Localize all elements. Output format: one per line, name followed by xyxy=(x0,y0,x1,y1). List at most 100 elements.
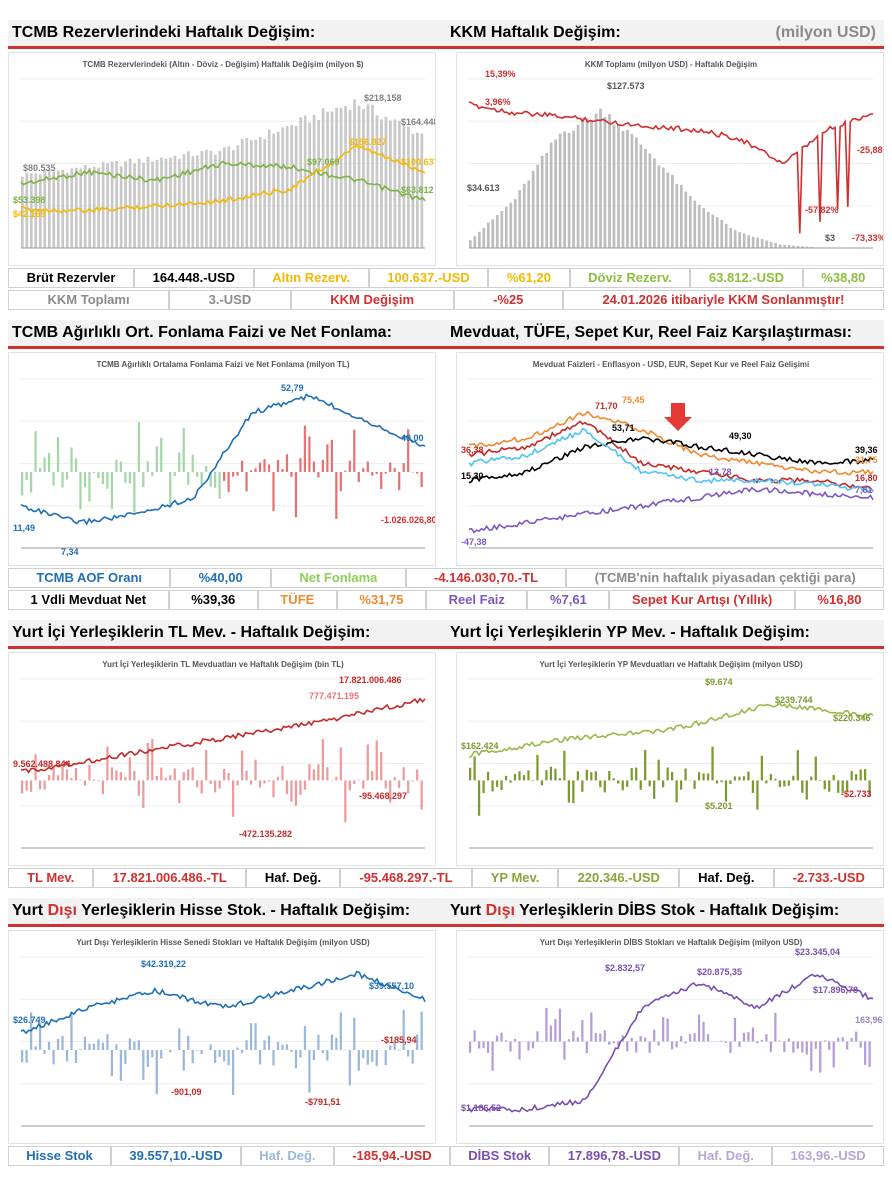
chart-annotation: $34.613 xyxy=(467,183,500,193)
bar xyxy=(312,1049,316,1061)
bar xyxy=(339,747,342,781)
bar xyxy=(751,236,755,248)
bar xyxy=(796,1041,799,1049)
bar xyxy=(128,158,132,248)
bar xyxy=(864,769,867,781)
bar xyxy=(371,771,374,781)
bar xyxy=(859,769,862,781)
bar xyxy=(128,757,131,781)
bar xyxy=(335,776,338,781)
bar xyxy=(715,780,719,784)
bar xyxy=(657,165,661,248)
bar xyxy=(128,1038,131,1050)
bar xyxy=(92,471,96,473)
bar xyxy=(74,458,78,472)
chart-line xyxy=(20,697,426,774)
summary-cell: %40,00 xyxy=(170,568,272,588)
summary-cell: Hisse Stok xyxy=(8,1146,112,1166)
bar xyxy=(209,150,213,248)
chart-annotation: $5.201 xyxy=(705,801,733,811)
heading-text: TCMB Rezervlerindeki Haftalık Değişim: xyxy=(12,24,316,41)
bar xyxy=(258,1049,262,1065)
bar xyxy=(25,172,29,248)
bar xyxy=(491,1041,494,1071)
bar xyxy=(335,107,338,249)
chart-image: Yurt Dışı Yerleşiklerin DİBS Stokları ve… xyxy=(456,930,884,1144)
bar xyxy=(504,206,508,248)
bar xyxy=(477,780,481,816)
bar xyxy=(155,446,158,472)
bar xyxy=(855,774,858,781)
bar xyxy=(101,471,105,485)
bar xyxy=(787,245,791,248)
bar xyxy=(402,1009,405,1050)
bar xyxy=(688,1034,692,1042)
panel-heading: TCMB Rezervlerindeki Haftalık Değişim: xyxy=(8,24,446,42)
bar xyxy=(142,780,145,808)
bar xyxy=(626,129,629,248)
bar xyxy=(518,771,521,781)
bar xyxy=(706,212,710,248)
bar xyxy=(850,770,853,781)
bar xyxy=(249,1023,253,1050)
chart-annotation: 3,96% xyxy=(485,97,511,107)
bar xyxy=(626,1041,629,1052)
summary-row: TL Mev. 17.821.006.486.-TL Haf. Değ. -95.46… xyxy=(8,868,884,888)
bar xyxy=(608,1041,611,1045)
bar xyxy=(56,437,60,472)
chart-annotation: -47,38 xyxy=(461,537,487,547)
bar xyxy=(290,471,293,477)
chart-annotation: $164.448 xyxy=(401,117,436,127)
bar xyxy=(227,471,230,493)
bar xyxy=(626,780,629,787)
bar xyxy=(653,1029,656,1042)
bar xyxy=(47,775,51,781)
bar xyxy=(855,1031,858,1042)
charts: Yurt İçi Yerleşiklerin TL Mevduatları ve… xyxy=(8,652,884,866)
summary-cell: -%25 xyxy=(453,290,563,310)
bar xyxy=(594,113,598,248)
heading-text: Yurt xyxy=(12,902,48,919)
bar xyxy=(576,124,580,248)
bar xyxy=(558,1008,562,1042)
bar xyxy=(729,780,732,785)
bar xyxy=(662,167,665,248)
bar xyxy=(200,1049,203,1055)
summary-cell: 39.557,10.-USD xyxy=(111,1146,241,1166)
bar xyxy=(218,1049,221,1057)
bar xyxy=(200,780,203,794)
bar xyxy=(294,780,298,806)
bar xyxy=(115,770,118,781)
bar xyxy=(697,204,701,248)
bar xyxy=(209,780,212,784)
bar xyxy=(344,470,347,472)
bar xyxy=(321,1049,324,1054)
bar xyxy=(357,1049,360,1071)
bar xyxy=(267,129,271,248)
bar xyxy=(357,779,360,781)
summary-cell: 17.821.006.486.-TL xyxy=(93,868,246,888)
bar xyxy=(411,471,414,473)
bar xyxy=(285,1044,289,1050)
bar xyxy=(142,471,145,488)
bar xyxy=(756,1041,759,1044)
bar xyxy=(330,439,333,472)
bar xyxy=(648,780,651,787)
bar xyxy=(760,1040,764,1042)
bar xyxy=(693,780,696,789)
bar xyxy=(576,771,579,781)
bar xyxy=(258,462,262,472)
bar xyxy=(74,1049,78,1063)
bar xyxy=(697,1014,701,1042)
bar xyxy=(527,1041,530,1051)
bar xyxy=(819,780,822,782)
summary-cell: Haf. Değ. xyxy=(679,1146,773,1166)
chart-annotation: $17.896,78 xyxy=(813,985,858,995)
bar xyxy=(486,222,490,248)
bar xyxy=(774,778,777,781)
bar xyxy=(733,230,737,248)
bar xyxy=(531,1041,535,1049)
bar xyxy=(617,1041,620,1047)
bar xyxy=(644,749,647,781)
bar xyxy=(747,771,750,781)
